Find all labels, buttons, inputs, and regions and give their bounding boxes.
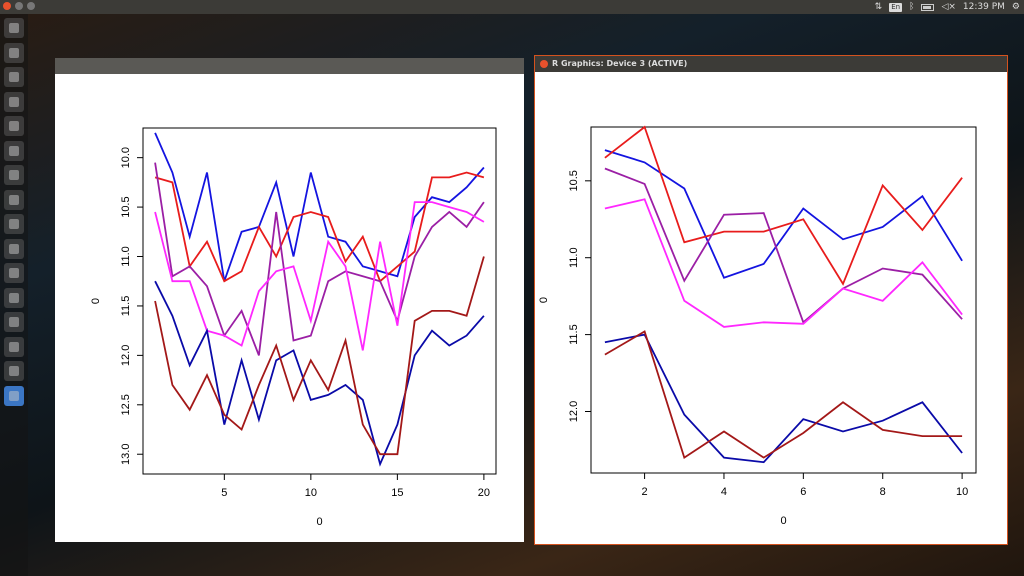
series-line-6 [604, 330, 963, 460]
series-line-4 [604, 198, 963, 328]
series-line-6 [154, 256, 485, 456]
minimize-icon[interactable] [15, 2, 23, 10]
y-tick-label: 12.5 [120, 394, 132, 415]
x-tick-label: 10 [305, 487, 317, 499]
r-graphics-window-2[interactable]: R Graphics: Device 3 (ACTIVE) 2 4 6 8 10 10.5… [535, 56, 1007, 544]
tools-icon[interactable] [4, 165, 24, 185]
browser-icon[interactable] [4, 42, 24, 63]
y-tick-label: 10.0 [120, 147, 132, 168]
network-icon[interactable] [4, 214, 24, 234]
x-tick-label: 15 [391, 487, 403, 499]
y-tick-label: 12.0 [568, 401, 580, 422]
y-tick-label: 10.5 [568, 170, 580, 191]
battery-icon[interactable] [921, 3, 935, 11]
series-line-5 [604, 333, 963, 464]
top-panel: ⇅ En ᛒ ◁× 12:39 PM ⚙ [0, 0, 1024, 14]
y-tick-label: 13.0 [120, 444, 132, 465]
y-axis-label: 0 [538, 297, 550, 303]
bluetooth-icon[interactable]: ᛒ [909, 2, 915, 12]
files-icon[interactable] [4, 67, 24, 87]
maximize-icon[interactable] [27, 2, 35, 10]
app-icon[interactable] [4, 361, 24, 381]
series-line-3 [154, 162, 485, 356]
r-graphics-window-1[interactable]: 5 10 15 20 10.0 10.5 11.0 11.5 12.0 12.5 13.0 0 0 [55, 58, 524, 542]
y-axis-label: 0 [90, 298, 102, 304]
y-tick-label: 11.0 [120, 246, 132, 267]
window-title: R Graphics: Device 3 (ACTIVE) [552, 59, 688, 68]
volume-muted-icon[interactable]: ◁× [941, 2, 956, 12]
series-line-4 [154, 201, 485, 351]
network-arrows-icon[interactable]: ⇅ [874, 2, 883, 12]
software-center-icon[interactable] [4, 91, 24, 112]
system-tray: ⇅ En ᛒ ◁× 12:39 PM ⚙ [875, 0, 1020, 14]
x-tick-label: 6 [800, 486, 806, 498]
series-line-1 [154, 132, 485, 282]
document-icon[interactable] [4, 189, 24, 210]
document-icon[interactable] [4, 336, 24, 357]
text-editor-icon[interactable] [4, 263, 24, 283]
y-tick-label: 11.5 [120, 296, 132, 317]
close-icon[interactable] [540, 60, 548, 68]
x-tick-label: 5 [221, 487, 227, 499]
terminal-icon[interactable] [4, 116, 24, 136]
launcher [0, 14, 28, 576]
y-tick-label: 11.5 [568, 324, 580, 345]
y-tick-label: 11.0 [568, 247, 580, 268]
archive-icon[interactable] [4, 312, 24, 332]
settings-icon[interactable] [4, 140, 24, 161]
series-line-3 [604, 167, 963, 324]
plot-frame [142, 127, 497, 475]
x-tick-label: 2 [642, 486, 648, 498]
window-titlebar[interactable] [55, 58, 524, 74]
x-tick-label: 8 [880, 486, 886, 498]
clock[interactable]: 12:39 PM [962, 2, 1005, 12]
window-titlebar[interactable]: R Graphics: Device 3 (ACTIVE) [535, 56, 1007, 72]
dash-home-icon[interactable] [4, 18, 24, 38]
x-tick-label: 4 [721, 486, 727, 498]
series-line-5 [154, 280, 485, 467]
line-chart-1: 5 10 15 20 10.0 10.5 11.0 11.5 12.0 12.5 13.0 0 0 [90, 127, 497, 528]
close-icon[interactable] [3, 2, 11, 10]
window-controls [3, 2, 35, 10]
x-axis-label: 0 [316, 516, 322, 528]
series-line-2 [154, 171, 485, 283]
x-axis-label: 0 [780, 515, 786, 527]
keyboard-language-indicator[interactable]: En [889, 2, 903, 12]
series-line-1 [604, 149, 963, 279]
series-line-2 [604, 125, 963, 286]
y-tick-label: 12.0 [120, 345, 132, 366]
x-tick-label: 10 [956, 486, 968, 498]
x-tick-label: 20 [478, 487, 490, 499]
plot-frame [590, 126, 977, 474]
writer-icon[interactable] [4, 238, 24, 259]
gear-icon[interactable]: ⚙ [1011, 2, 1020, 12]
r-app-icon[interactable] [4, 385, 24, 406]
y-tick-label: 10.5 [120, 196, 132, 217]
document-icon[interactable] [4, 287, 24, 308]
line-chart-2: 2 4 6 8 10 10.5 11.0 11.5 12.0 0 0 [538, 125, 977, 527]
